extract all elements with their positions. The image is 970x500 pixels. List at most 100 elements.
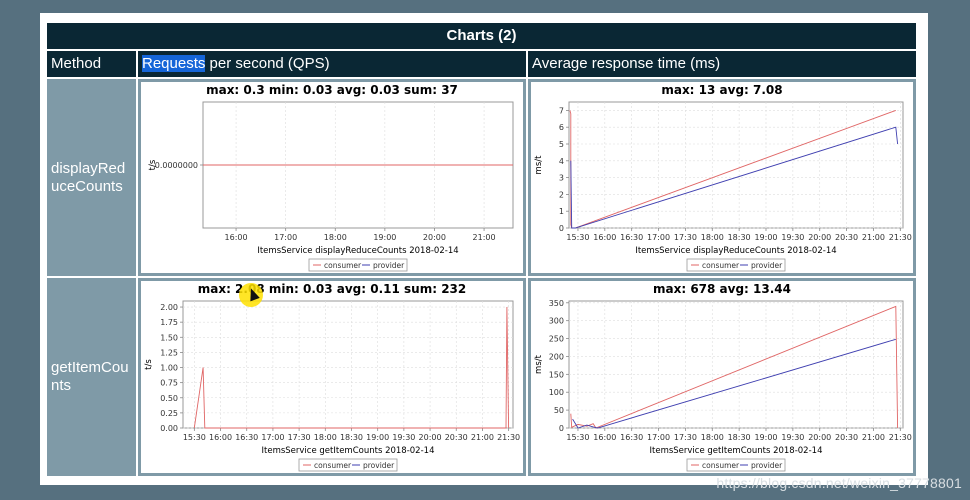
x-tick-label: 21:30 <box>889 233 912 242</box>
x-tick-label: 16:00 <box>593 233 616 242</box>
x-tick-label: 21:00 <box>471 433 494 442</box>
y-tick-label: 250 <box>549 335 564 344</box>
art-chart-getItemCounts: max: 678 avg: 13.44050100150200250300350… <box>531 281 913 473</box>
y-tick-label: 1.25 <box>160 348 178 357</box>
watermark: https://blog.csdn.net/weixin_37778801 <box>716 475 962 491</box>
y-axis-label: t/s <box>144 359 154 370</box>
x-tick-label: 18:30 <box>728 433 751 442</box>
x-axis-label: ItemsService getItemCounts 2018-02-14 <box>262 446 435 456</box>
chart-title: max: 0.3 min: 0.03 avg: 0.03 sum: 37 <box>206 83 458 97</box>
plot-area <box>569 102 903 228</box>
legend-label-provider: provider <box>373 261 405 270</box>
x-axis-label: ItemsService displayReduceCounts 2018-02… <box>257 246 458 256</box>
x-tick-label: 17:00 <box>261 433 284 442</box>
charts-panel: Charts (2) Method Requests per second (Q… <box>40 13 928 485</box>
x-tick-label: 19:00 <box>373 233 396 242</box>
qps-header-rest: per second (QPS) <box>205 55 329 72</box>
chart-cell-art-2: max: 678 avg: 13.44 0 50 100 150 200 250 300 350… <box>528 278 916 476</box>
x-tick-label: 21:30 <box>497 433 520 442</box>
x-tick-label: 18:30 <box>728 233 751 242</box>
x-tick-label: 20:00 <box>423 233 446 242</box>
y-tick-label: 4 <box>559 157 564 166</box>
x-tick-label: 18:00 <box>701 433 724 442</box>
chart-cell-qps-1: max: 0.3 min: 0.03 avg: 0.03 sum: 37 0.00… <box>138 79 526 276</box>
method-cell-displayReduceCounts: displayReduceCounts <box>47 79 136 276</box>
legend-label-provider: provider <box>751 461 783 470</box>
x-tick-label: 21:00 <box>473 233 496 242</box>
x-tick-label: 20:00 <box>419 433 442 442</box>
x-tick-label: 18:30 <box>340 433 363 442</box>
legend-label-consumer: consumer <box>702 261 740 270</box>
y-tick-label: 0 <box>559 424 564 433</box>
x-tick-label: 17:30 <box>674 233 697 242</box>
x-tick-label: 16:30 <box>620 433 643 442</box>
x-tick-label: 19:30 <box>392 433 415 442</box>
x-tick-label: 15:30 <box>183 433 206 442</box>
legend-label-consumer: consumer <box>314 461 352 470</box>
x-tick-label: 17:00 <box>274 233 297 242</box>
x-tick-label: 16:00 <box>593 433 616 442</box>
x-tick-label: 21:00 <box>862 233 885 242</box>
x-tick-label: 16:30 <box>235 433 258 442</box>
method-name: getItemCounts <box>51 359 129 395</box>
art-chart-displayReduceCounts: max: 13 avg: 7.08 0 1 2 3 4 5 6 7 15:30 16:00 16:30… <box>531 82 913 273</box>
qps-header: Requests per second (QPS) <box>138 51 526 77</box>
x-tick-label: 20:00 <box>808 233 831 242</box>
x-tick-label: 20:30 <box>445 433 468 442</box>
x-tick-label: 20:30 <box>835 433 858 442</box>
y-axis-label: t/s <box>148 159 158 170</box>
y-tick-label: 2 <box>559 190 564 199</box>
legend-label-consumer: consumer <box>702 461 740 470</box>
x-tick-label: 20:30 <box>835 233 858 242</box>
x-tick-label: 19:00 <box>754 433 777 442</box>
y-tick-label: 100 <box>549 388 564 397</box>
x-tick-label: 21:00 <box>862 433 885 442</box>
plot-area <box>183 301 513 428</box>
y-tick-label: 0.75 <box>160 379 178 388</box>
x-tick-label: 17:00 <box>647 433 670 442</box>
x-tick-label: 15:30 <box>566 233 589 242</box>
chart-title: max: 13 avg: 7.08 <box>661 83 782 97</box>
chart-cell-qps-2: max: 2.08 min: 0.03 avg: 0.11 sum: 232 0.… <box>138 278 526 476</box>
x-tick-label: 17:30 <box>674 433 697 442</box>
x-tick-label: 17:00 <box>647 233 670 242</box>
y-tick-label: 2.00 <box>160 303 178 312</box>
y-tick-label: 300 <box>549 317 564 326</box>
y-tick-label: 3 <box>559 174 564 183</box>
x-tick-label: 18:00 <box>324 233 347 242</box>
x-tick-label: 17:30 <box>288 433 311 442</box>
y-tick-label: 6 <box>559 123 564 132</box>
y-tick-label: 1 <box>559 207 564 216</box>
chart-cell-art-1: max: 13 avg: 7.08 0 1 2 3 4 5 6 7 15:30 16:00 16:30… <box>528 79 916 276</box>
x-tick-label: 19:30 <box>781 433 804 442</box>
method-header: Method <box>47 51 136 77</box>
x-tick-label: 20:00 <box>808 433 831 442</box>
x-tick-label: 19:00 <box>754 233 777 242</box>
x-axis-label: ItemsService displayReduceCounts 2018-02… <box>635 246 836 256</box>
method-cell-getItemCounts: getItemCounts <box>47 278 136 476</box>
x-tick-label: 16:00 <box>225 233 248 242</box>
x-tick-label: 19:30 <box>781 233 804 242</box>
chart-title: max: 678 avg: 13.44 <box>653 282 791 296</box>
qps-header-highlight: Requests <box>142 55 205 72</box>
y-tick-label: 0 <box>559 224 564 233</box>
x-tick-label: 16:30 <box>620 233 643 242</box>
y-tick-label: 7 <box>559 106 564 115</box>
legend-label-provider: provider <box>363 461 395 470</box>
y-tick-label: 50 <box>554 406 564 415</box>
y-tick-label: 0.00 <box>160 424 178 433</box>
x-tick-label: 16:00 <box>209 433 232 442</box>
y-tick-label: 350 <box>549 299 564 308</box>
x-tick-label: 18:00 <box>701 233 724 242</box>
x-axis-label: ItemsService getItemCounts 2018-02-14 <box>650 446 823 456</box>
x-tick-label: 18:00 <box>314 433 337 442</box>
y-tick-label: 0.25 <box>160 409 178 418</box>
y-tick-label: 5 <box>559 140 564 149</box>
y-axis-label: ms/t <box>534 354 544 374</box>
legend-label-consumer: consumer <box>324 261 362 270</box>
x-tick-label: 19:00 <box>366 433 389 442</box>
y-tick-label: 0.0000000 <box>155 161 198 170</box>
x-tick-label: 21:30 <box>889 433 912 442</box>
y-axis-label: ms/t <box>534 155 544 175</box>
qps-chart-displayReduceCounts: max: 0.3 min: 0.03 avg: 0.03 sum: 37 0.00… <box>141 82 523 273</box>
